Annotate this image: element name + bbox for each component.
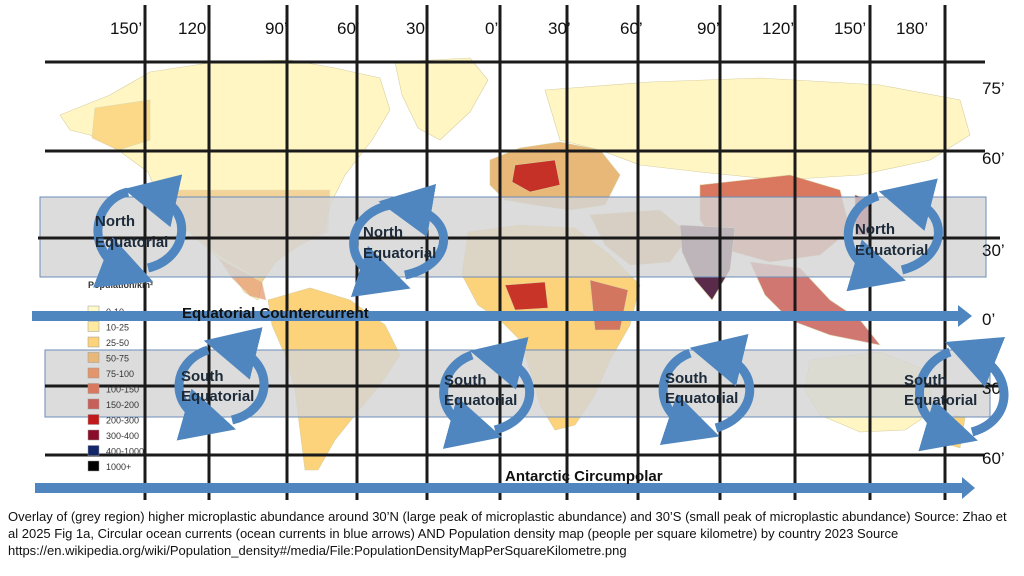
- antarctic-circumpolar-label: Antarctic Circumpolar: [505, 468, 663, 485]
- legend-label: 10-25: [106, 323, 129, 333]
- figure-caption: Overlay of (grey region) higher micropla…: [8, 509, 1007, 558]
- latitude-labels: 75’ 60’ 30’ 0’ 30’ 60’: [982, 79, 1005, 468]
- gyre-arrow-south-4-right: [944, 336, 1009, 437]
- legend-swatch: [87, 352, 100, 363]
- gyre-arrow-south-4-left: [915, 347, 978, 452]
- legend-swatch: [87, 321, 100, 332]
- alaska: [91, 99, 151, 151]
- gyre-arrow-south-1-right: [203, 327, 269, 425]
- legend-label: 50-75: [106, 354, 129, 364]
- gyre-arrows: [93, 174, 1009, 452]
- gyre-arrow-north-2-right: [378, 183, 448, 280]
- lat-label: 75’: [982, 79, 1005, 98]
- antarctic-circumpolar-arrow: [35, 477, 975, 499]
- lon-label: 150’: [110, 19, 142, 38]
- map-canvas: 150’ 120’ 90’ 60’ 30’ 0’ 30’ 60’ 90’ 120…: [32, 5, 1009, 500]
- greenland: [394, 57, 489, 141]
- gyre-label-north-3: North Equatorial: [855, 221, 928, 259]
- lon-label: 150’: [834, 19, 866, 38]
- lat-label: 0’: [982, 310, 995, 329]
- lon-label: 30’: [406, 19, 429, 38]
- gyre-labels: North Equatorial North Equatorial North Equ…: [95, 213, 977, 409]
- lon-label: 30’: [548, 19, 571, 38]
- se-asia: [749, 261, 881, 346]
- legend-swatch: [87, 429, 100, 441]
- lat-label: 60’: [982, 449, 1005, 468]
- lat-label: 60’: [982, 149, 1005, 168]
- legend-swatch: [87, 460, 100, 472]
- lon-label: 60’: [620, 19, 643, 38]
- gyre-label-south-3: South Equatorial: [665, 370, 738, 407]
- gyre-arrow-north-1-left: [93, 187, 154, 288]
- longitude-labels: 150’ 120’ 90’ 60’ 30’ 0’ 30’ 60’ 90’ 120…: [110, 19, 928, 38]
- legend-label: 75-100: [106, 369, 134, 379]
- legend-swatch: [87, 336, 100, 348]
- africa-dense: [504, 281, 549, 311]
- legend-title: Population/km²: [88, 280, 153, 290]
- legend-swatch: [87, 398, 100, 410]
- gyre-label-north-2: North Equatorial: [363, 224, 436, 262]
- legend-swatch: [87, 367, 100, 379]
- gyre-arrow-south-1-left: [174, 345, 236, 441]
- legend-label: 400-1000: [106, 447, 144, 457]
- gyre-label-north-1: North Equatorial: [95, 213, 168, 251]
- legend-label: 200-300: [106, 416, 139, 426]
- legend-swatch: [87, 414, 100, 425]
- lon-label: 120’: [178, 19, 210, 38]
- gyre-arrow-south-3-left: [658, 348, 720, 446]
- gyre-arrow-north-3-right: [878, 178, 943, 275]
- band-current-arrows: Equatorial Countercurrent Antarctic Circ…: [32, 305, 975, 499]
- legend-label: 25-50: [106, 338, 129, 348]
- legend-label: 150-200: [106, 400, 139, 410]
- europe-dense: [511, 159, 561, 193]
- gyre-arrow-north-1-right: [123, 174, 187, 273]
- lon-label: 90’: [265, 19, 288, 38]
- lon-label: 180’: [896, 19, 928, 38]
- legend-label: 1000+: [106, 462, 131, 472]
- gyre-label-south-1: South Equatorial: [181, 368, 254, 405]
- gyre-arrow-north-2-left: [349, 200, 411, 298]
- legend-label: 300-400: [106, 431, 139, 441]
- lon-label: 0’: [485, 19, 498, 38]
- map-figure: 150’ 120’ 90’ 60’ 30’ 0’ 30’ 60’ 90’ 120…: [32, 5, 1009, 500]
- gyre-label-south-2: South Equatorial: [444, 372, 517, 409]
- gyre-arrow-north-3-left: [843, 191, 906, 292]
- gyre-arrow-south-2-left: [439, 350, 503, 449]
- lon-label: 90’: [697, 19, 720, 38]
- equatorial-countercurrent-label: Equatorial Countercurrent: [182, 305, 369, 322]
- lon-label: 60’: [337, 19, 360, 38]
- legend-swatch: [87, 445, 100, 456]
- legend-label: 100-150: [106, 385, 139, 395]
- gyre-arrow-south-2-right: [469, 337, 535, 435]
- gyre-label-south-4: South Equatorial: [904, 372, 977, 409]
- gyre-arrow-south-3-right: [689, 334, 755, 433]
- lat-label: 30’: [982, 241, 1005, 260]
- lon-label: 120’: [762, 19, 794, 38]
- legend-swatch: [87, 383, 100, 394]
- equatorial-countercurrent-arrow: [32, 305, 972, 327]
